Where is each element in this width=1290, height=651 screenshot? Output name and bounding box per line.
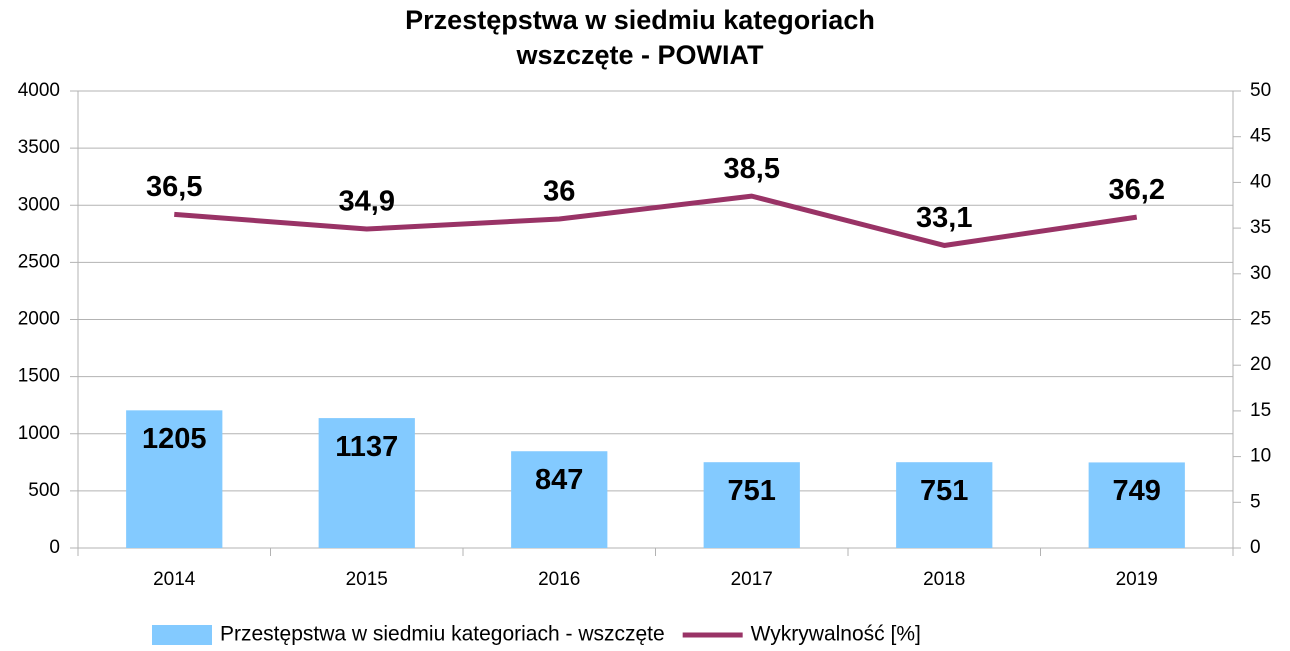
line-value-label: 38,5 (724, 153, 780, 185)
y2-tick-label: 0 (1250, 537, 1261, 558)
y-tick-label: 1000 (18, 423, 60, 444)
legend-label: Wykrywalność [%] (751, 623, 921, 646)
line-value-label: 36,2 (1109, 174, 1165, 206)
line-value-label: 33,1 (916, 202, 972, 234)
y2-tick-label: 50 (1250, 80, 1271, 101)
bar (511, 451, 608, 548)
y2-tick-label: 30 (1250, 263, 1271, 284)
legend-swatch (152, 625, 212, 645)
x-tick-label: 2015 (346, 569, 388, 590)
y-tick-label: 1500 (18, 366, 60, 387)
line-value-label: 36,5 (146, 171, 202, 203)
y-tick-label: 2000 (18, 309, 60, 330)
bar (1088, 462, 1185, 548)
chart-title: wszczęte - POWIAT (515, 40, 764, 70)
legend-label: Przestępstwa w siedmiu kategoriach - wsz… (220, 623, 665, 646)
y2-tick-label: 15 (1250, 400, 1271, 421)
y-tick-label: 3500 (18, 137, 60, 158)
y2-tick-label: 45 (1250, 126, 1271, 147)
y-tick-label: 3000 (18, 194, 60, 215)
line-value-label: 36 (543, 176, 575, 208)
y-tick-label: 4000 (18, 80, 60, 101)
y2-tick-label: 35 (1250, 217, 1271, 238)
y2-tick-label: 40 (1250, 171, 1271, 192)
x-tick-label: 2018 (923, 569, 965, 590)
x-tick-label: 2016 (538, 569, 580, 590)
bar (703, 462, 800, 548)
y-tick-label: 500 (28, 480, 60, 501)
bar-value-label: 1205 (142, 423, 207, 455)
x-tick-label: 2019 (1116, 569, 1158, 590)
y2-tick-label: 25 (1250, 309, 1271, 330)
line-value-label: 34,9 (339, 186, 395, 218)
bar-value-label: 749 (1113, 475, 1161, 507)
bar (896, 462, 993, 548)
y2-tick-label: 5 (1250, 491, 1261, 512)
y2-tick-label: 20 (1250, 354, 1271, 375)
y2-tick-label: 10 (1250, 446, 1271, 467)
x-tick-label: 2014 (153, 569, 196, 590)
bar-value-label: 847 (535, 464, 583, 496)
chart-title: Przestępstwa w siedmiu kategoriach (405, 5, 875, 35)
bar (318, 418, 415, 548)
bar-value-label: 751 (728, 475, 776, 507)
bar-value-label: 1137 (335, 431, 398, 463)
bar (126, 410, 223, 548)
bar-value-label: 751 (920, 475, 968, 507)
x-tick-label: 2017 (731, 569, 773, 590)
y-tick-label: 0 (49, 537, 60, 558)
line (174, 193, 1138, 248)
y-tick-label: 2500 (18, 251, 60, 272)
